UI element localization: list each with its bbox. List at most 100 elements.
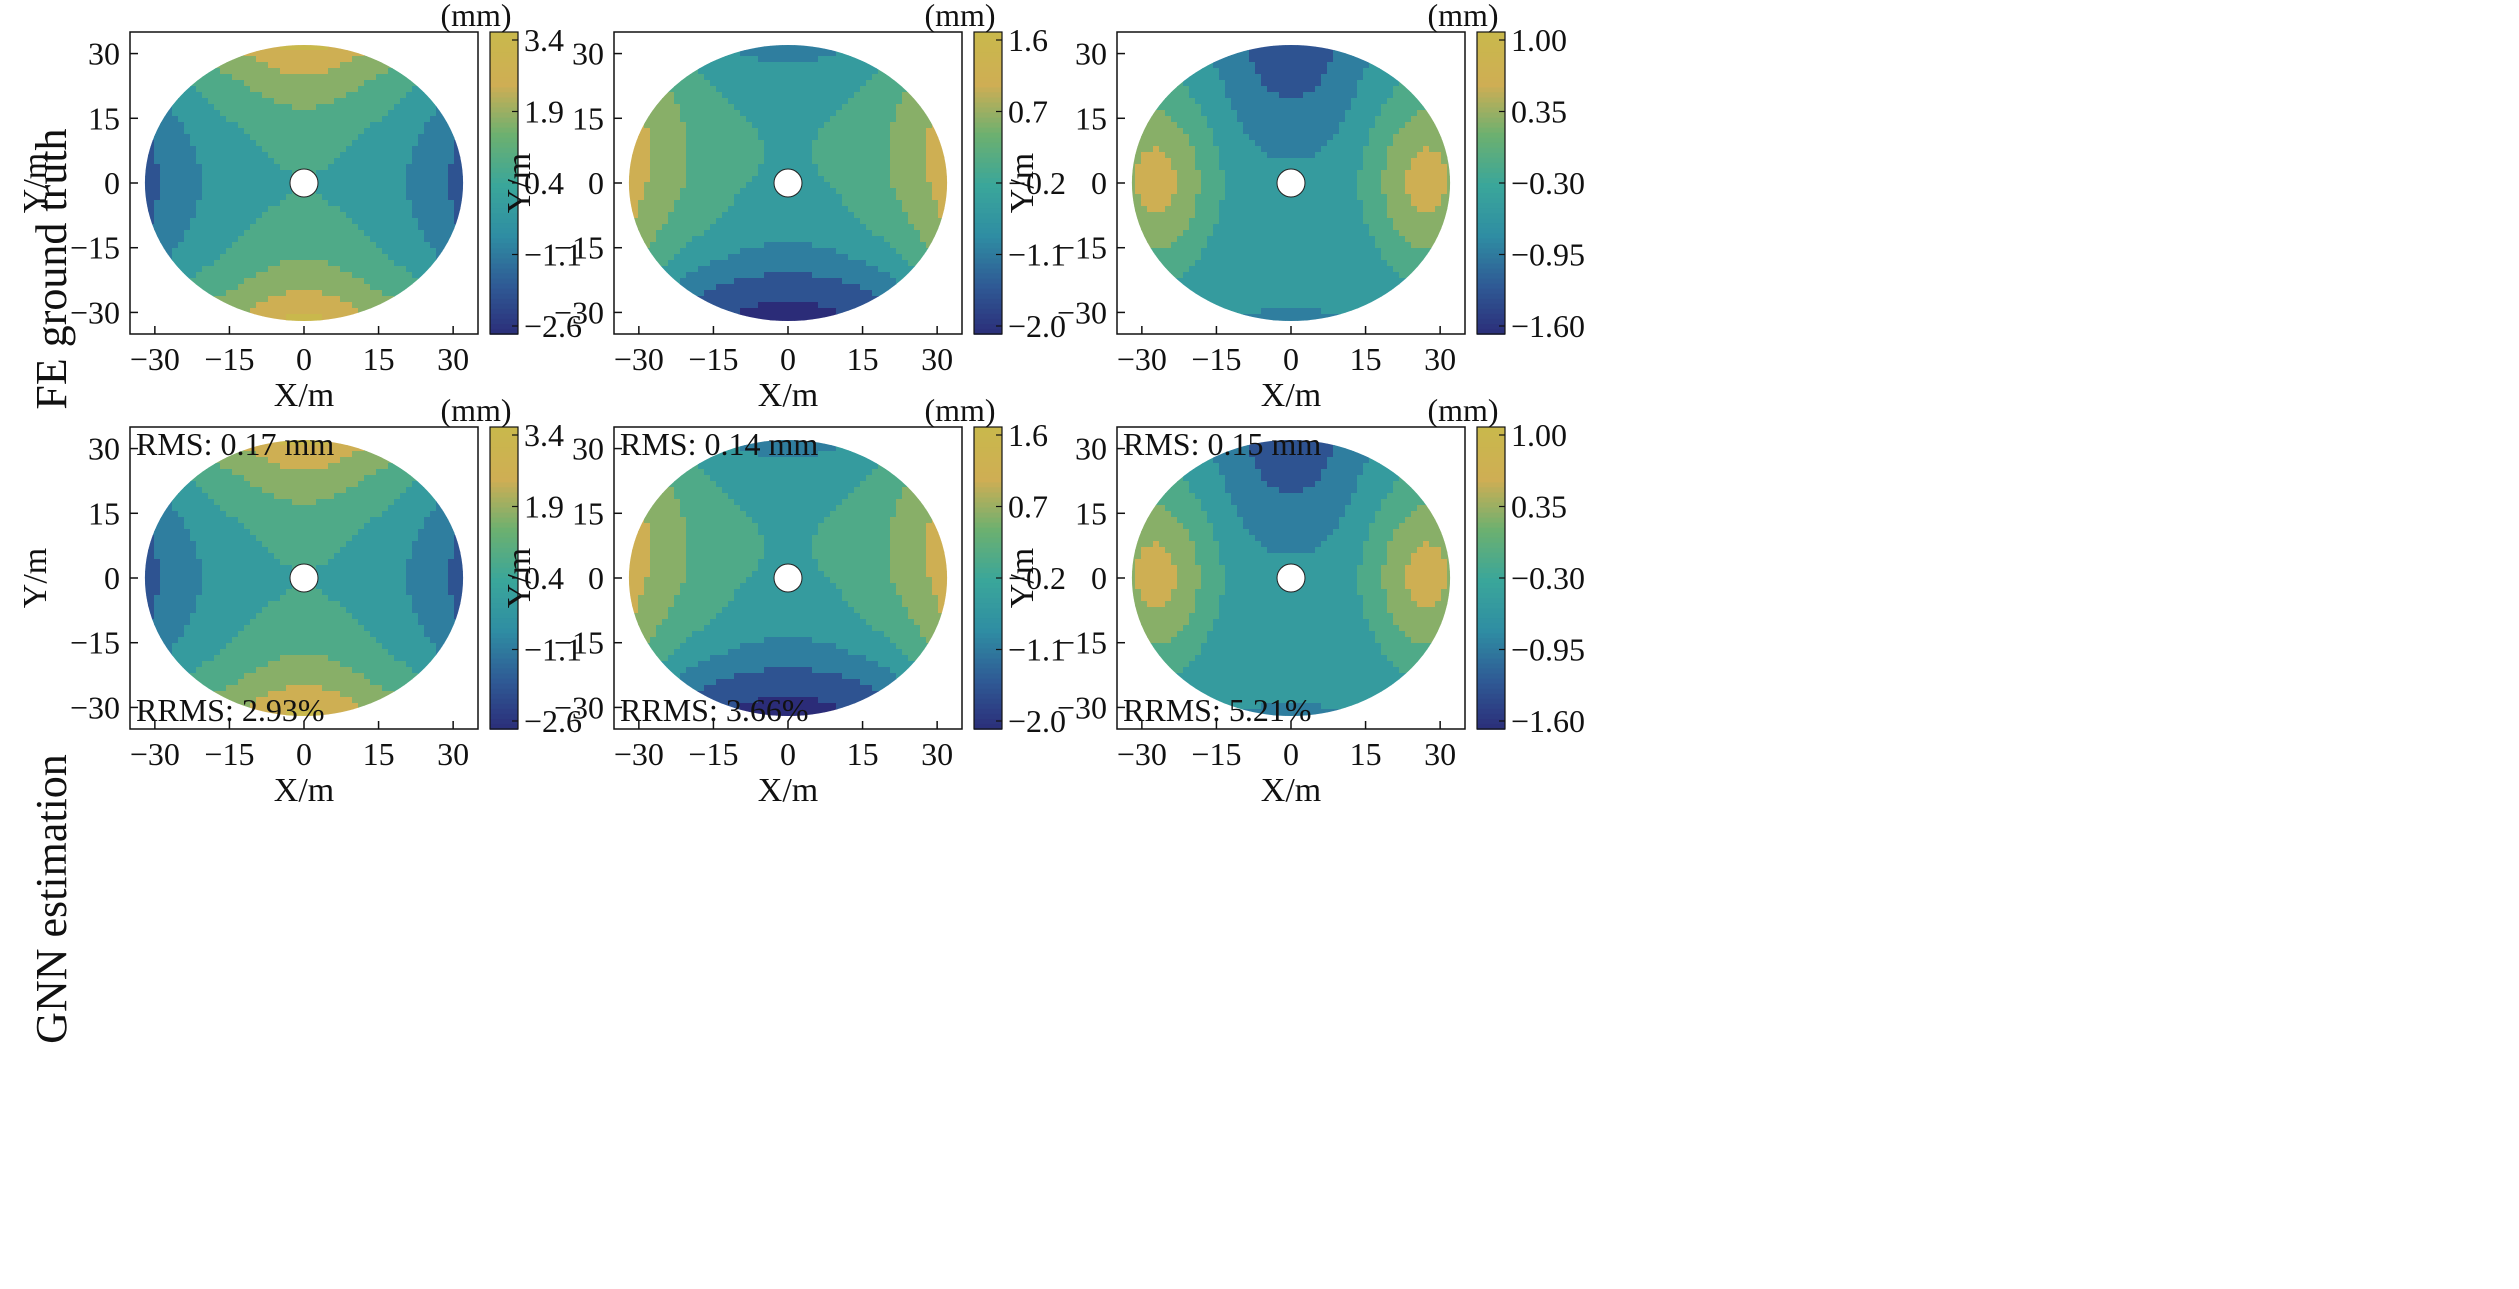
y-axis-label: Y/m bbox=[501, 153, 538, 213]
x-tick-label: 30 bbox=[1424, 341, 1456, 377]
y-tick-label: 30 bbox=[572, 36, 604, 72]
rrms-annotation: RRMS: 2.93% bbox=[136, 692, 324, 728]
y-tick-label: 30 bbox=[1075, 36, 1107, 72]
x-tick-label: −15 bbox=[688, 341, 738, 377]
x-tick-label: −15 bbox=[688, 736, 738, 772]
x-tick-label: −15 bbox=[204, 341, 254, 377]
x-tick-label: −30 bbox=[614, 736, 664, 772]
colorbar-tick-label: 3.4 bbox=[524, 417, 564, 453]
x-tick-label: −30 bbox=[1117, 736, 1167, 772]
x-axis-label: X/m bbox=[274, 377, 334, 414]
central-hole bbox=[1277, 169, 1305, 197]
x-tick-label: −15 bbox=[204, 736, 254, 772]
x-axis-label: X/m bbox=[274, 772, 334, 809]
y-tick-label: −15 bbox=[70, 625, 120, 661]
rms-annotation: RMS: 0.17 mm bbox=[136, 426, 334, 462]
colorbar-unit: (mm) bbox=[924, 0, 995, 33]
y-tick-label: 15 bbox=[1075, 495, 1107, 531]
y-tick-label: 0 bbox=[104, 165, 120, 201]
y-tick-label: 30 bbox=[1075, 431, 1107, 467]
x-tick-label: 30 bbox=[1424, 736, 1456, 772]
y-tick-label: 0 bbox=[588, 560, 604, 596]
x-axis-label: X/m bbox=[758, 377, 818, 414]
y-tick-label: −30 bbox=[70, 689, 120, 725]
y-tick-label: −30 bbox=[554, 294, 604, 330]
y-tick-label: 15 bbox=[572, 495, 604, 531]
y-axis-label: Y/m bbox=[1004, 548, 1041, 608]
x-tick-label: −30 bbox=[130, 341, 180, 377]
colorbar-tick-label: 1.9 bbox=[524, 94, 564, 130]
x-tick-label: −30 bbox=[130, 736, 180, 772]
central-hole bbox=[774, 564, 802, 592]
y-tick-label: 30 bbox=[88, 36, 120, 72]
y-tick-label: −30 bbox=[70, 294, 120, 330]
colorbar-tick-label: 1.00 bbox=[1511, 22, 1567, 58]
rms-annotation: RMS: 0.14 mm bbox=[620, 426, 818, 462]
colorbar-tick-label: 0.7 bbox=[1008, 489, 1048, 525]
colorbar-tick-label: −1.60 bbox=[1511, 703, 1585, 739]
x-tick-label: −30 bbox=[1117, 341, 1167, 377]
y-tick-label: −15 bbox=[1057, 625, 1107, 661]
rrms-annotation: RRMS: 3.66% bbox=[620, 692, 808, 728]
x-tick-label: 30 bbox=[921, 341, 953, 377]
x-tick-label: 15 bbox=[847, 736, 879, 772]
x-tick-label: 15 bbox=[1350, 736, 1382, 772]
central-hole bbox=[1277, 564, 1305, 592]
y-tick-label: 0 bbox=[104, 560, 120, 596]
x-axis-label: X/m bbox=[1261, 772, 1321, 809]
x-tick-label: −15 bbox=[1191, 736, 1241, 772]
colorbar: 1.000.35−0.30−0.95−1.60(mm) bbox=[1427, 392, 1585, 739]
y-tick-label: 0 bbox=[588, 165, 604, 201]
rrms-annotation: RRMS: 5.21% bbox=[1123, 692, 1311, 728]
y-tick-label: −30 bbox=[1057, 689, 1107, 725]
colorbar-unit: (mm) bbox=[1427, 392, 1498, 428]
x-tick-label: 0 bbox=[1283, 341, 1299, 377]
x-tick-label: 0 bbox=[780, 736, 796, 772]
colorbar-unit: (mm) bbox=[440, 392, 511, 428]
y-tick-label: 30 bbox=[88, 431, 120, 467]
x-tick-label: 30 bbox=[437, 736, 469, 772]
row-label-fe-ground-truth: FE ground truth bbox=[27, 0, 77, 569]
colorbar-tick-label: −0.30 bbox=[1511, 560, 1585, 596]
x-tick-label: −15 bbox=[1191, 341, 1241, 377]
x-tick-label: 0 bbox=[296, 341, 312, 377]
central-hole bbox=[290, 169, 318, 197]
y-tick-label: 30 bbox=[572, 431, 604, 467]
colorbar-tick-label: −0.30 bbox=[1511, 165, 1585, 201]
colorbar-tick-label: 1.6 bbox=[1008, 22, 1048, 58]
colorbar-tick-label: −0.95 bbox=[1511, 237, 1585, 273]
y-tick-label: −15 bbox=[554, 625, 604, 661]
x-tick-label: 15 bbox=[363, 341, 395, 377]
central-hole bbox=[774, 169, 802, 197]
x-axis-label: X/m bbox=[1261, 377, 1321, 414]
y-tick-label: −15 bbox=[1057, 230, 1107, 266]
x-tick-label: 15 bbox=[363, 736, 395, 772]
x-tick-label: 15 bbox=[847, 341, 879, 377]
x-tick-label: 0 bbox=[296, 736, 312, 772]
colorbar-tick-label: 1.9 bbox=[524, 489, 564, 525]
y-tick-label: 15 bbox=[1075, 100, 1107, 136]
x-axis-label: X/m bbox=[758, 772, 818, 809]
colorbar-unit: (mm) bbox=[440, 0, 511, 33]
colorbar-tick-label: −0.95 bbox=[1511, 632, 1585, 668]
colorbar-tick-label: 0.35 bbox=[1511, 94, 1567, 130]
central-hole bbox=[290, 564, 318, 592]
colorbar-tick-label: −1.60 bbox=[1511, 308, 1585, 344]
colorbar-tick-label: 1.00 bbox=[1511, 417, 1567, 453]
colorbar-tick-label: 0.7 bbox=[1008, 94, 1048, 130]
colorbar-tick-label: 3.4 bbox=[524, 22, 564, 58]
row-label-text: FE ground truth bbox=[27, 0, 77, 569]
x-tick-label: 30 bbox=[921, 736, 953, 772]
colorbar-tick-label: 1.6 bbox=[1008, 417, 1048, 453]
x-tick-label: 0 bbox=[780, 341, 796, 377]
y-tick-label: −30 bbox=[1057, 294, 1107, 330]
y-tick-label: 15 bbox=[88, 100, 120, 136]
x-tick-label: 15 bbox=[1350, 341, 1382, 377]
